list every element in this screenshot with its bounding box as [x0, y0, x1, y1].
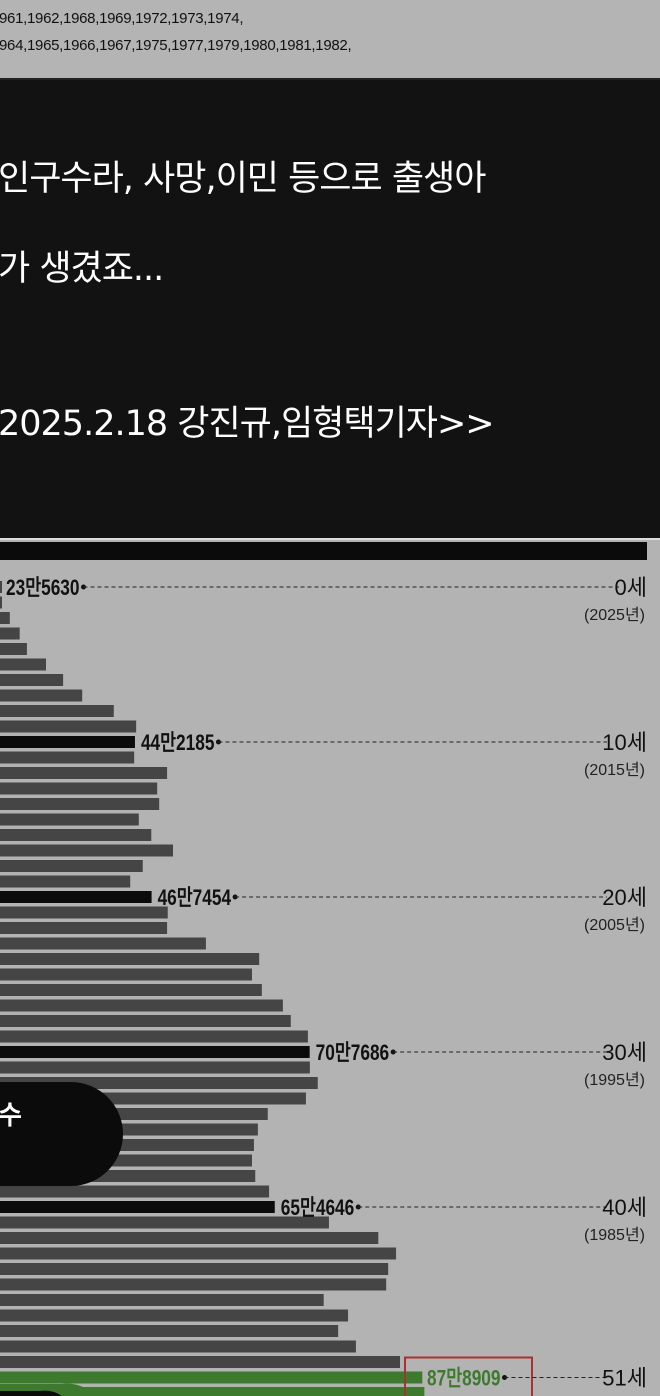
year-label: (1995년) — [584, 1071, 645, 1089]
highlight-box — [404, 1356, 533, 1396]
bar-age-24 — [0, 953, 260, 965]
bar-age-12 — [0, 767, 168, 779]
pill-text: 수 — [0, 1101, 22, 1131]
bar-age-31 — [0, 1061, 310, 1074]
bar-age-48 — [0, 1325, 339, 1337]
chart-svg: 수 23만5630 0세 (2025년) 44만2185 10세 (2015년) 46만74… — [0, 542, 647, 1396]
bar-age-22 — [0, 922, 168, 934]
bar-age-1 — [0, 596, 2, 609]
bar-age-14 — [0, 798, 160, 810]
bar-age-44 — [0, 1263, 389, 1275]
age-label: 0세 — [615, 575, 647, 600]
bar-age-46 — [0, 1294, 324, 1306]
bar-age-19 — [0, 875, 131, 888]
value-label: 70만7686 — [316, 1040, 390, 1065]
bar-age-49 — [0, 1340, 356, 1353]
bar-age-29 — [0, 1030, 308, 1043]
bar-age-28 — [0, 1015, 291, 1027]
year-label: (2005년) — [584, 916, 645, 934]
bar-age-41 — [0, 1216, 329, 1229]
value-label: 65만4646 — [281, 1195, 355, 1220]
year-label: (2015년) — [584, 761, 645, 779]
value-label: 44만2185 — [141, 730, 215, 755]
bar-age-30 — [0, 1046, 310, 1058]
population-pyramid-chart: 수 23만5630 0세 (2025년) 44만2185 10세 (2015년) 46만74… — [0, 538, 660, 1396]
green-pill-inner — [0, 1390, 62, 1396]
bar-age-7 — [0, 689, 83, 702]
bar-age-39 — [0, 1185, 270, 1198]
bar-age-47 — [0, 1309, 349, 1322]
bar-age-17 — [0, 844, 173, 857]
bar-age-11 — [0, 751, 135, 764]
bar-age-0 — [0, 581, 2, 593]
bar-age-9 — [0, 720, 137, 733]
age-label: 40세 — [602, 1195, 647, 1220]
age-label: 51세 — [602, 1366, 647, 1391]
category-pill — [0, 1082, 123, 1186]
caption-line-1: 인구수라, 사망,이민 등으로 출생아 — [0, 159, 486, 199]
bar-age-8 — [0, 705, 114, 717]
caption-line-2: 가 생겼죠... — [0, 249, 164, 289]
caption-line-3: 2025.2.18 강진규,임형택기자>> — [0, 404, 495, 444]
bar-age-43 — [0, 1247, 397, 1260]
bar-age-18 — [0, 860, 143, 872]
year-label: (1985년) — [584, 1226, 645, 1244]
bar-age-26 — [0, 984, 262, 996]
bar-age-20 — [0, 891, 152, 903]
bar-age-4 — [0, 643, 27, 655]
bar-age-45 — [0, 1278, 387, 1291]
year-label: (2025년) — [584, 606, 645, 624]
bar-age-42 — [0, 1232, 379, 1244]
value-label: 87만8909 — [427, 1366, 501, 1391]
bar-age-2 — [0, 612, 10, 624]
chart-header-bar — [0, 542, 647, 560]
age-label: 20세 — [602, 885, 647, 910]
bar-age-3 — [0, 627, 20, 640]
bar-age-16 — [0, 829, 152, 841]
birth-years-section: 961,1962,1968,1969,1972,1973,1974, 964,1… — [0, 0, 660, 78]
bar-age-15 — [0, 813, 139, 826]
bar-age-13 — [0, 782, 158, 795]
value-label: 46만7454 — [158, 885, 232, 910]
value-label: 23만5630 — [6, 575, 80, 600]
bar-age-52 — [0, 1387, 425, 1396]
age-label: 30세 — [602, 1040, 647, 1065]
bar-age-6 — [0, 674, 64, 686]
bar-age-25 — [0, 968, 252, 981]
bar-age-50 — [0, 1356, 401, 1368]
age-label: 10세 — [602, 730, 647, 755]
bar-age-10 — [0, 736, 135, 748]
bar-age-21 — [0, 906, 168, 919]
caption-section: 인구수라, 사망,이민 등으로 출생아 가 생겼죠... 2025.2.18 강… — [0, 78, 660, 538]
bar-age-5 — [0, 658, 47, 671]
bar-age-51 — [0, 1371, 423, 1384]
years-line-1: 961,1962,1968,1969,1972,1973,1974, — [0, 10, 244, 27]
bar-age-27 — [0, 999, 283, 1012]
bar-age-23 — [0, 937, 206, 950]
years-line-2: 964,1965,1966,1967,1975,1977,1979,1980,1… — [0, 37, 352, 54]
bar-age-40 — [0, 1201, 275, 1213]
